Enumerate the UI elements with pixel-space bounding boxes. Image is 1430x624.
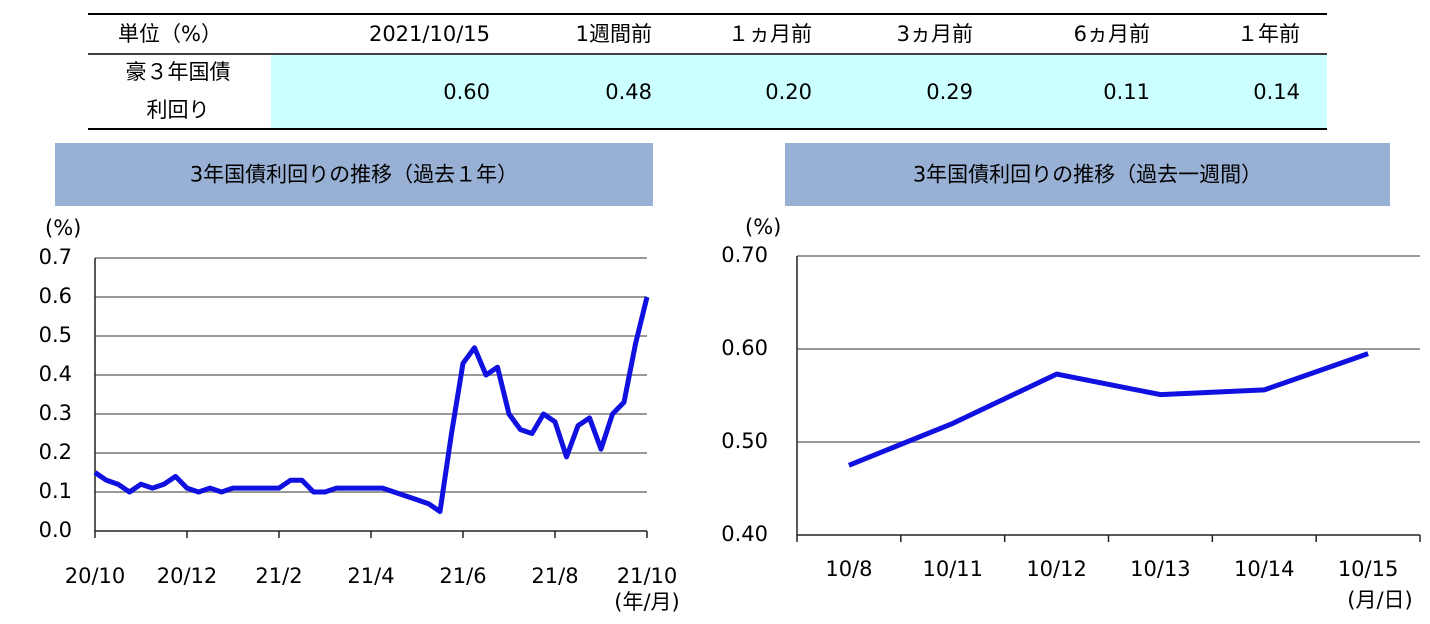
y-tick-label: 0.4: [39, 362, 72, 386]
y-tick-label: 0.1: [39, 479, 72, 503]
y-tick-label: 0.6: [39, 284, 72, 308]
column-header: 2021/10/15: [369, 22, 490, 46]
column-header: 6ヵ月前: [1074, 22, 1150, 46]
cell-value: 0.11: [1103, 80, 1150, 104]
y-tick-label: 0.0: [39, 518, 72, 542]
chart-title: 3年国債利回りの推移（過去一週間）: [913, 163, 1262, 187]
y-tick-label: 0.2: [39, 440, 72, 464]
x-tick-label: 10/8: [825, 557, 872, 581]
x-tick-label: 21/6: [439, 564, 486, 588]
x-tick-label: 20/12: [157, 564, 218, 588]
column-header: 単位（%）: [118, 22, 222, 46]
cell-value: 0.48: [605, 80, 652, 104]
x-unit: (年/月): [614, 590, 679, 614]
column-header: １年前: [1237, 22, 1300, 46]
x-tick-label: 10/12: [1026, 557, 1087, 581]
x-tick-label: 21/8: [531, 564, 578, 588]
column-header: 1週間前: [576, 22, 652, 46]
x-tick-label: 10/14: [1234, 557, 1295, 581]
y-tick-label: 0.5: [39, 323, 72, 347]
x-unit: (月/日): [1347, 588, 1412, 612]
cell-value: 0.20: [765, 80, 812, 104]
y-tick-label: 0.60: [721, 336, 768, 360]
x-tick-label: 21/4: [347, 564, 394, 588]
column-header: 3ヵ月前: [897, 22, 973, 46]
y-tick-label: 0.7: [39, 245, 72, 269]
x-tick-label: 21/2: [255, 564, 302, 588]
cell-value: 0.14: [1253, 80, 1300, 104]
y-tick-label: 0.50: [721, 429, 768, 453]
x-tick-label: 10/11: [922, 557, 983, 581]
cell-value: 0.29: [926, 80, 973, 104]
x-tick-label: 20/10: [65, 564, 126, 588]
y-unit: (%): [745, 215, 781, 239]
row-label: 豪３年国債: [126, 60, 231, 84]
line-series: [847, 351, 1369, 468]
y-tick-label: 0.3: [39, 401, 72, 425]
line-series: [93, 296, 650, 514]
y-tick-label: 0.70: [721, 243, 768, 267]
x-tick-label: 10/15: [1338, 557, 1399, 581]
row-highlight: [271, 55, 1327, 129]
y-unit: (%): [45, 216, 81, 240]
column-header: １ヵ月前: [728, 22, 812, 46]
title-box: [55, 143, 653, 206]
y-tick-label: 0.40: [721, 522, 768, 546]
row-label: 利回り: [147, 98, 210, 122]
title-box: [785, 143, 1390, 206]
x-tick-label: 21/10: [617, 564, 678, 588]
chart-title: 3年国債利回りの推移（過去１年）: [190, 163, 518, 187]
cell-value: 0.60: [443, 80, 490, 104]
x-tick-label: 10/13: [1130, 557, 1191, 581]
